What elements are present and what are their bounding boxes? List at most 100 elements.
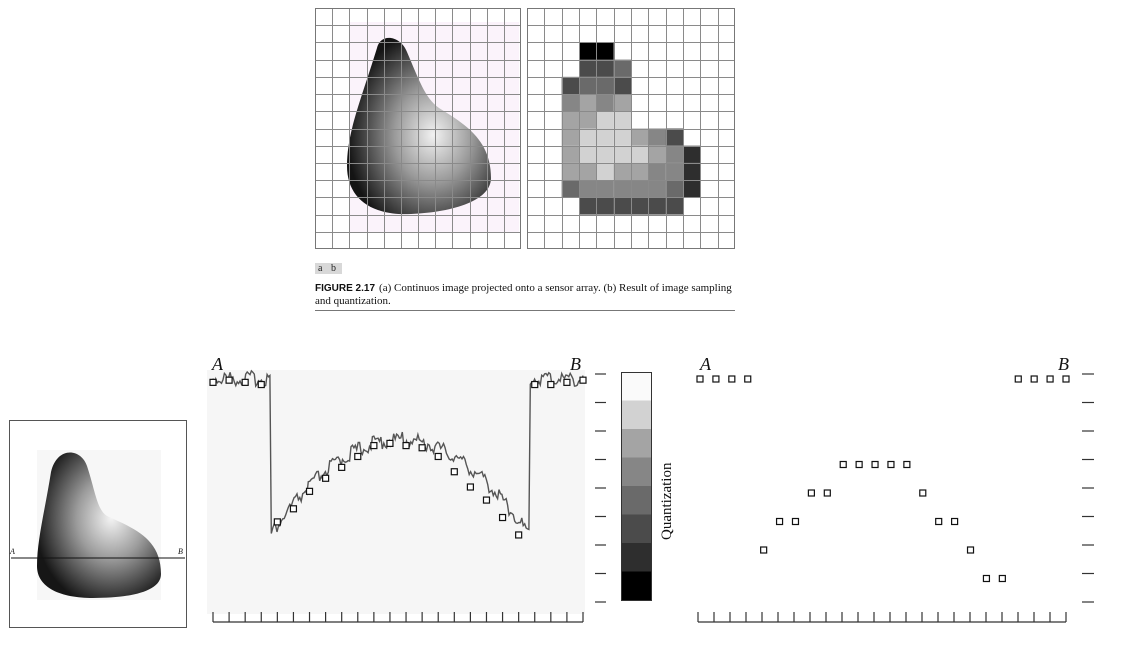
quantized-sample-point (760, 546, 768, 554)
quantized-cell (648, 197, 666, 215)
quantized-sample-point (951, 517, 959, 526)
quantized-cell (596, 128, 614, 146)
quantization-level (621, 457, 652, 487)
quantized-cell (596, 197, 614, 215)
quantized-cell (683, 162, 701, 181)
profile-sample-point (498, 513, 507, 522)
quantized-cell (648, 180, 666, 198)
plot2-label-a: A (700, 354, 711, 374)
profile-sample-point (579, 376, 587, 384)
quantization-label-text: Quantization (659, 462, 675, 540)
quantized-sample-point (903, 460, 911, 469)
profile-sample-point (257, 380, 265, 389)
quantized-cell (579, 180, 597, 198)
quantized-sample-point (744, 375, 752, 383)
quantized-sample-point (919, 489, 927, 497)
quantization-level (621, 543, 652, 572)
quantized-sample-point (823, 489, 831, 497)
profile-sample-point (482, 496, 491, 504)
quantized-cell (596, 180, 614, 198)
quantized-sample-point (1062, 375, 1070, 383)
quantized-cell (561, 162, 579, 181)
quantized-cell (613, 76, 631, 95)
quantized-cell (561, 180, 579, 198)
quantized-sample-point (775, 517, 784, 526)
quantized-sample-point (839, 460, 847, 469)
quantized-sample-point (855, 460, 863, 469)
profile-sample-point (305, 487, 314, 495)
quantization-level (621, 372, 652, 401)
quantized-cell (648, 145, 666, 163)
plot1-label-a: A (212, 354, 223, 374)
quantized-sample-point (807, 489, 815, 497)
quantized-cell (613, 111, 631, 129)
quantized-cell (665, 145, 683, 163)
scan-line-image (9, 420, 187, 628)
quantized-cell (665, 162, 683, 181)
plot1-label-b: B (570, 354, 581, 374)
quantized-cell (579, 59, 597, 77)
quantized-sample-point (998, 574, 1006, 583)
quantized-sample-point (982, 574, 991, 583)
quantization-scale (621, 372, 652, 601)
quantized-cell (579, 94, 597, 112)
quantization-level (621, 486, 652, 515)
caption-label: FIGURE 2.17 (315, 283, 376, 294)
quantized-cell (579, 128, 597, 146)
profile-sample-point (386, 439, 394, 448)
quantized-cell (613, 162, 631, 181)
profile-sample-point (354, 452, 362, 461)
quantized-cell (596, 111, 614, 129)
profile-sample-point (450, 468, 458, 476)
quantization-level (621, 571, 652, 601)
profile-sample-point (563, 378, 571, 386)
plot1-y-ticks (595, 373, 606, 603)
quantization-level (621, 429, 652, 458)
quantized-cell (613, 94, 631, 112)
quantized-cell (596, 76, 614, 95)
plot2-label-b: B (1058, 354, 1069, 374)
quantization-level (621, 514, 652, 544)
quantized-cell (665, 180, 683, 198)
panel-b-sampled-quantized-image (527, 8, 735, 249)
scan-label-b: B (178, 547, 183, 556)
profile-sample-point (466, 483, 474, 491)
quantized-cell (613, 59, 631, 77)
profile-sample-point (322, 474, 330, 482)
quantized-cell (596, 42, 614, 60)
quantized-sample-point (1014, 375, 1022, 383)
quantized-cell (613, 128, 631, 146)
profile-sample-point (402, 441, 410, 450)
quantized-cell (596, 145, 614, 163)
profile-sample-point (515, 531, 523, 539)
caption-divider (315, 310, 735, 311)
quantized-sample-point (712, 375, 720, 383)
profile-sample-point (434, 452, 442, 461)
profile-sample-point (289, 505, 298, 513)
profile-plot (207, 369, 587, 623)
quantized-cell (579, 145, 597, 163)
quantized-plot (696, 373, 1094, 623)
panel-labels: a b (315, 263, 342, 274)
profile-sample-point (547, 380, 555, 389)
quantized-cell (665, 128, 683, 146)
quantized-cell (596, 162, 614, 181)
profile-sample-point (418, 444, 426, 452)
quantized-cell (613, 197, 631, 215)
quantized-cell (596, 94, 614, 112)
quantized-cell (631, 180, 649, 198)
profile-sample-point (370, 441, 378, 450)
quantized-sample-point (935, 517, 943, 526)
quantized-sample-point (871, 460, 879, 469)
quantized-cell (579, 111, 597, 129)
quantized-cell (579, 162, 597, 181)
quantized-cell (613, 180, 631, 198)
quantized-sample-point (1046, 375, 1054, 383)
quantization-level (621, 400, 652, 430)
profile-sample-point (241, 378, 249, 386)
quantized-cell (561, 128, 579, 146)
profile-sample-point (338, 463, 346, 471)
panel-a-continuous-image (315, 8, 521, 249)
scan-label-a: A (10, 547, 15, 556)
quantized-cell (665, 197, 683, 215)
